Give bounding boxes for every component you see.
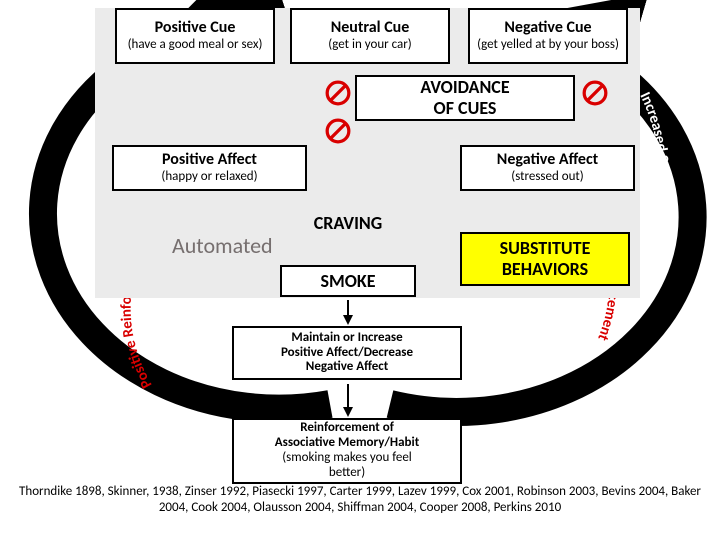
automated-label: Automated <box>172 232 273 259</box>
maintain-box: Maintain or Increase Positive Affect/Dec… <box>232 326 462 380</box>
reinforcement-box: Reinforcement of Associative Memory/Habi… <box>232 418 462 484</box>
positive-cue-sub: (have a good meal or sex) <box>123 38 267 53</box>
neutral-cue-title: Neutral Cue <box>298 19 442 37</box>
reinf-l3: (smoking makes you feel <box>240 451 454 466</box>
craving-label: CRAVING <box>278 210 418 236</box>
smoke-box: SMOKE <box>280 265 416 297</box>
positive-cue-box: Positive Cue (have a good meal or sex) <box>115 8 275 64</box>
avoidance-l1: AVOIDANCE <box>363 77 567 98</box>
positive-affect-title: Positive Affect <box>120 151 299 169</box>
substitute-behaviors-box: SUBSTITUTE BEHAVIORS <box>460 232 630 286</box>
maintain-l1: Maintain or Increase <box>240 331 454 346</box>
negative-affect-sub: (stressed out) <box>468 170 627 185</box>
maintain-l2: Positive Affect/Decrease <box>240 346 454 361</box>
reinf-l4: better) <box>240 466 454 481</box>
negative-cue-title: Negative Cue <box>476 19 620 37</box>
positive-affect-box: Positive Affect (happy or relaxed) <box>112 145 307 191</box>
prohibit-icon <box>582 80 608 106</box>
neutral-cue-box: Neutral Cue (get in your car) <box>290 8 450 64</box>
reinf-l1: Reinforcement of <box>240 421 454 436</box>
avoidance-box: AVOIDANCE OF CUES <box>355 75 575 121</box>
positive-affect-sub: (happy or relaxed) <box>120 170 299 185</box>
negative-affect-box: Negative Affect (stressed out) <box>460 145 635 191</box>
prohibit-icon <box>325 118 351 144</box>
avoidance-l2: OF CUES <box>363 98 567 119</box>
substitute-l1: SUBSTITUTE <box>468 238 622 259</box>
reinf-l2: Associative Memory/Habit <box>240 436 454 451</box>
citations-text: Thorndike 1898, Skinner, 1938, Zinser 19… <box>0 484 720 517</box>
neutral-cue-sub: (get in your car) <box>298 38 442 53</box>
maintain-l3: Negative Affect <box>240 360 454 375</box>
prohibit-icon <box>325 80 351 106</box>
positive-cue-title: Positive Cue <box>123 19 267 37</box>
negative-cue-box: Negative Cue (get yelled at by your boss… <box>468 8 628 64</box>
substitute-l2: BEHAVIORS <box>468 259 622 280</box>
negative-affect-title: Negative Affect <box>468 151 627 169</box>
negative-cue-sub: (get yelled at by your boss) <box>476 38 620 53</box>
